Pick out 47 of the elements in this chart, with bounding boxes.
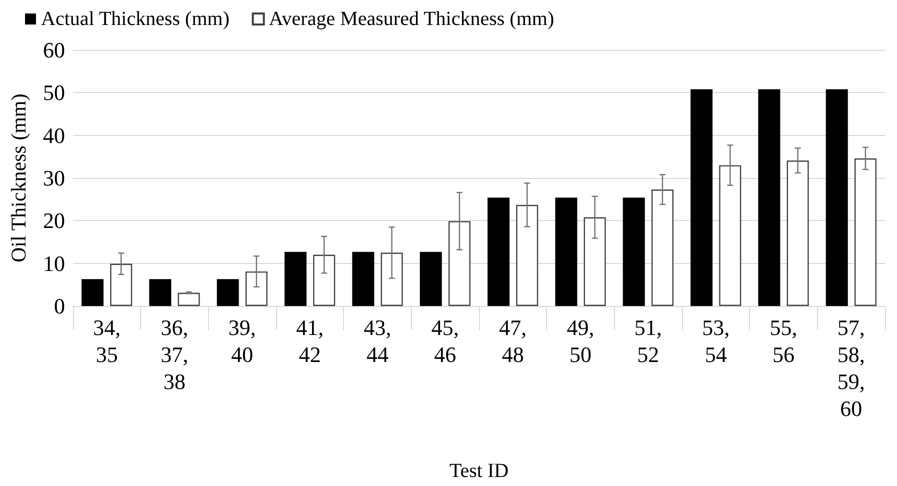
bar xyxy=(245,271,268,306)
y-tick-label: 0 xyxy=(54,294,65,318)
x-tick-label: 36, 37, 38 xyxy=(160,315,188,394)
bar xyxy=(488,198,510,306)
bar xyxy=(178,292,200,306)
y-tick-label: 20 xyxy=(43,208,65,234)
bar xyxy=(420,252,442,306)
x-tick-label: 39, 40 xyxy=(228,315,256,367)
bar xyxy=(622,198,645,306)
x-tick-label: 51, 52 xyxy=(634,315,662,367)
y-tick-label: 60 xyxy=(43,38,65,62)
x-tick-label: 41, 42 xyxy=(296,315,324,367)
legend-label: Average Measured Thickness (mm) xyxy=(268,8,554,30)
bar xyxy=(352,252,374,306)
bar xyxy=(110,264,132,306)
bar xyxy=(216,279,239,306)
y-tick-label: 50 xyxy=(43,80,65,106)
y-tick-label: 10 xyxy=(43,250,65,276)
legend-label: Actual Thickness (mm) xyxy=(41,8,230,30)
bar xyxy=(826,89,848,306)
x-axis-title: Test ID xyxy=(449,460,509,482)
x-tick-label: 57, 58, 59, 60 xyxy=(837,315,865,421)
x-tick-label: 43, 44 xyxy=(364,315,392,367)
bar xyxy=(758,89,780,306)
bar xyxy=(651,190,674,306)
y-axis-title: Oil Thickness (mm) xyxy=(6,94,30,262)
bar xyxy=(380,252,403,306)
x-tick-label: 55, 56 xyxy=(770,315,798,367)
bar xyxy=(584,217,606,306)
x-tick-label: 53, 54 xyxy=(702,315,730,367)
bar xyxy=(149,279,172,306)
x-tick-label: 49, 50 xyxy=(566,315,594,367)
bar xyxy=(284,252,307,306)
y-tick-label: 30 xyxy=(43,166,65,190)
bar xyxy=(690,89,713,306)
x-tick-label: 45, 46 xyxy=(431,315,459,367)
bar xyxy=(448,221,470,306)
bar xyxy=(786,160,809,306)
bar xyxy=(854,158,876,306)
bar xyxy=(82,279,104,306)
y-tick-label: 40 xyxy=(43,122,65,148)
x-tick-label: 47, 48 xyxy=(499,315,527,367)
x-tick-label: 34, 35 xyxy=(93,315,121,367)
bar xyxy=(555,198,578,306)
bar xyxy=(516,204,538,306)
bar xyxy=(719,165,742,306)
bar xyxy=(313,254,336,306)
